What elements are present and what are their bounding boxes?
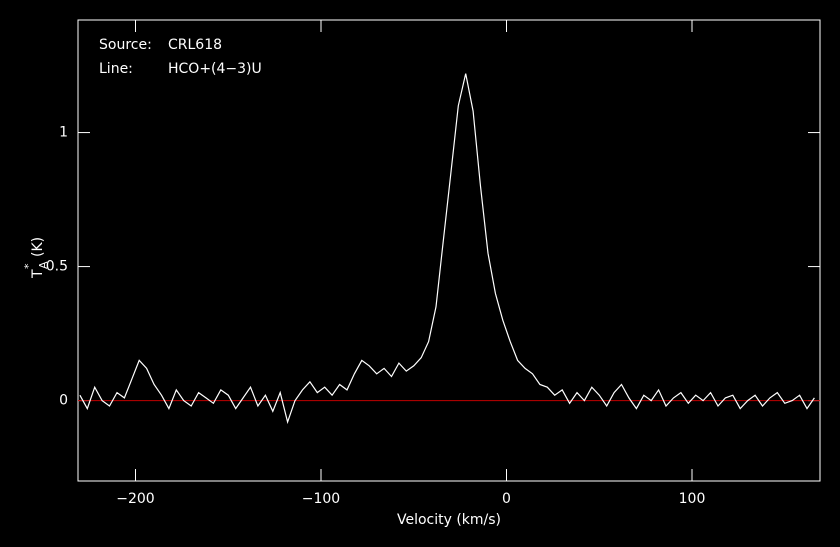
annotation-label: Line: — [99, 61, 133, 77]
y-tick-label: 0 — [59, 393, 68, 409]
annotation-text: HCO+(4−3)U — [168, 61, 262, 77]
x-axis-label: Velocity (km/s) — [397, 512, 501, 528]
x-tick-label: 100 — [679, 491, 706, 507]
spectrum-line — [79, 73, 815, 425]
annotation-text: CRL618 — [168, 37, 222, 53]
plot-frame — [77, 19, 821, 482]
x-tick-label: −200 — [116, 491, 154, 507]
y-tick-label: 0.5 — [46, 259, 68, 275]
y-tick-label: 1 — [59, 125, 68, 141]
x-tick-label: −100 — [302, 491, 340, 507]
y-label-unit: (K) — [30, 237, 46, 257]
y-label-sup: * — [22, 263, 35, 269]
y-label-sub: A — [37, 261, 50, 269]
y-label-symbol: T — [30, 269, 46, 279]
annotation-label: Source: — [99, 37, 152, 53]
y-axis-label: T * A (K) — [22, 237, 50, 279]
x-tick-label: 0 — [502, 491, 511, 507]
